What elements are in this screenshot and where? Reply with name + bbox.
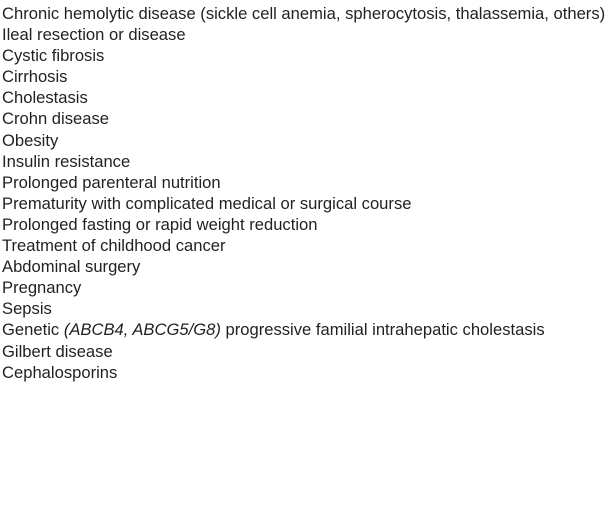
list-item: Prematurity with complicated medical or … (2, 193, 412, 213)
list-item: Gilbert disease (2, 341, 113, 361)
list-item-suffix: progressive familial intrahepatic choles… (220, 320, 545, 340)
list-item: Cephalosporins (2, 362, 118, 382)
risk-factor-list: Chronic hemolytic disease (sickle cell a… (2, 3, 612, 383)
list-item: Abdominal surgery (2, 257, 141, 277)
list-item: Cholestasis (2, 88, 88, 108)
list-item: Cirrhosis (2, 67, 68, 87)
list-item: Prolonged parenteral nutrition (2, 172, 221, 192)
list-item: Pregnancy (2, 278, 82, 298)
list-item: Prolonged fasting or rapid weight reduct… (2, 214, 318, 234)
list-item-genetic: Genetic (ABCB4, ABCG5/G8) progressive fa… (2, 319, 612, 340)
list-item: Cystic fibrosis (2, 46, 105, 66)
list-item: Chronic hemolytic disease (sickle cell a… (2, 4, 606, 23)
list-item: Insulin resistance (2, 151, 131, 171)
gene-names: (ABCB4, ABCG5/G8) (63, 320, 221, 340)
list-item: Sepsis (2, 299, 52, 319)
list-item: Ileal resection or disease (2, 25, 186, 45)
list-item: Crohn disease (2, 109, 110, 129)
list-item: Treatment of childhood cancer (2, 236, 226, 256)
list-item-prefix: Genetic (2, 320, 64, 340)
list-item: Obesity (2, 130, 59, 150)
